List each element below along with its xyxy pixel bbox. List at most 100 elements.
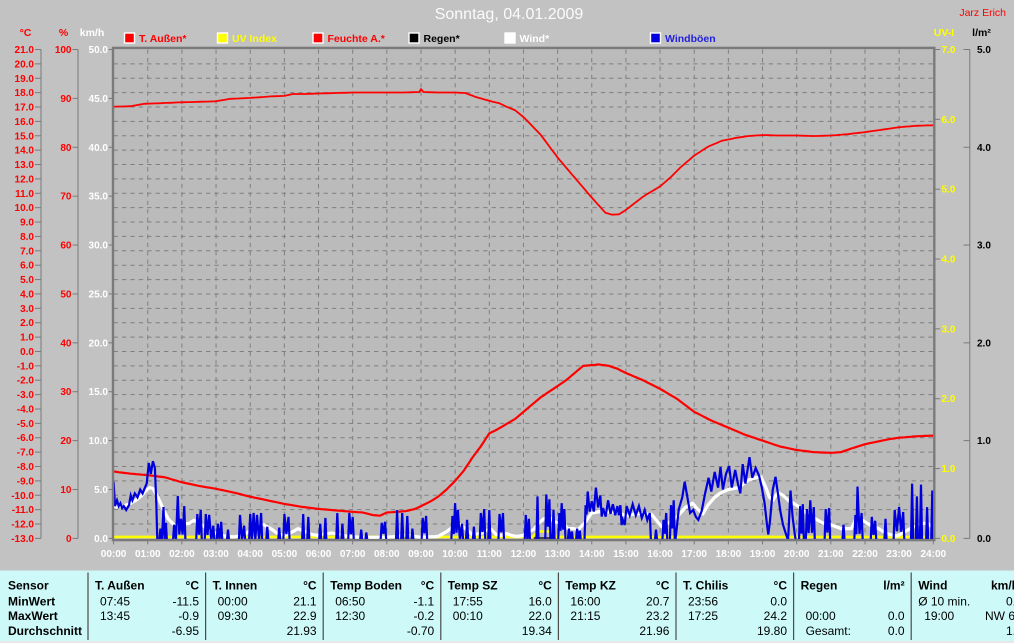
svg-text:T. Chilis: T. Chilis bbox=[683, 579, 729, 593]
svg-text:03:00: 03:00 bbox=[203, 549, 229, 560]
svg-text:5.0: 5.0 bbox=[942, 185, 956, 196]
svg-text:Temp KZ: Temp KZ bbox=[565, 579, 615, 593]
svg-text:2.0: 2.0 bbox=[20, 318, 34, 329]
svg-text:4.0: 4.0 bbox=[20, 289, 34, 300]
svg-text:20.7: 20.7 bbox=[646, 595, 670, 609]
svg-text:-11.5: -11.5 bbox=[173, 595, 200, 609]
svg-text:-0.2: -0.2 bbox=[414, 609, 435, 623]
svg-text:17:55: 17:55 bbox=[453, 595, 483, 609]
svg-text:Wind*: Wind* bbox=[520, 33, 551, 45]
svg-text:MaxWert: MaxWert bbox=[8, 609, 58, 623]
svg-text:6.0: 6.0 bbox=[942, 115, 956, 126]
svg-text:50.0: 50.0 bbox=[89, 45, 109, 56]
svg-text:1.0: 1.0 bbox=[942, 464, 956, 475]
svg-text:40: 40 bbox=[60, 338, 72, 349]
svg-text:-1.0: -1.0 bbox=[17, 361, 35, 372]
svg-text:16:00: 16:00 bbox=[647, 549, 673, 560]
svg-text:T. Außen*: T. Außen* bbox=[139, 33, 187, 45]
svg-text:°C: °C bbox=[20, 27, 32, 39]
svg-text:0.0: 0.0 bbox=[888, 624, 905, 638]
svg-text:17:25: 17:25 bbox=[688, 609, 718, 623]
svg-text:13.0: 13.0 bbox=[15, 160, 35, 171]
svg-text:02:00: 02:00 bbox=[169, 549, 195, 560]
svg-text:16.0: 16.0 bbox=[528, 595, 552, 609]
svg-text:05:00: 05:00 bbox=[272, 549, 298, 560]
svg-text:00:10: 00:10 bbox=[453, 609, 483, 623]
svg-text:15.0: 15.0 bbox=[89, 387, 109, 398]
svg-text:23:56: 23:56 bbox=[688, 595, 718, 609]
svg-text:17:00: 17:00 bbox=[681, 549, 707, 560]
svg-text:35.0: 35.0 bbox=[89, 192, 109, 203]
svg-text:19:00: 19:00 bbox=[924, 609, 954, 623]
svg-text:6.0: 6.0 bbox=[20, 261, 34, 272]
svg-text:19.0: 19.0 bbox=[15, 74, 35, 85]
svg-text:5.0: 5.0 bbox=[94, 485, 108, 496]
svg-text:22.0: 22.0 bbox=[528, 609, 552, 623]
svg-text:-13.0: -13.0 bbox=[11, 534, 34, 545]
svg-text:3.0: 3.0 bbox=[20, 304, 34, 315]
svg-text:Temp Boden: Temp Boden bbox=[330, 579, 402, 593]
svg-text:23:00: 23:00 bbox=[886, 549, 912, 560]
svg-text:09:00: 09:00 bbox=[408, 549, 434, 560]
svg-text:30.0: 30.0 bbox=[89, 241, 109, 252]
svg-text:06:50: 06:50 bbox=[335, 595, 365, 609]
svg-text:Feuchte A.*: Feuchte A.* bbox=[328, 33, 386, 45]
svg-text:3.0: 3.0 bbox=[942, 324, 956, 335]
svg-text:l/m²: l/m² bbox=[972, 27, 991, 39]
svg-text:Windböen: Windböen bbox=[665, 33, 716, 45]
svg-text:16:00: 16:00 bbox=[570, 595, 600, 609]
svg-text:-5.0: -5.0 bbox=[17, 419, 35, 430]
svg-text:70: 70 bbox=[60, 192, 72, 203]
svg-text:T. Außen: T. Außen bbox=[95, 579, 145, 593]
svg-text:45.0: 45.0 bbox=[89, 94, 109, 105]
svg-text:11:00: 11:00 bbox=[477, 549, 502, 560]
svg-text:25.0: 25.0 bbox=[89, 289, 109, 300]
svg-text:18:00: 18:00 bbox=[716, 549, 742, 560]
svg-text:0: 0 bbox=[66, 534, 72, 545]
svg-text:UV Index: UV Index bbox=[232, 33, 277, 45]
svg-text:°C: °C bbox=[774, 579, 788, 593]
svg-text:-11.0: -11.0 bbox=[12, 505, 35, 516]
svg-text:00:00: 00:00 bbox=[101, 549, 127, 560]
svg-text:°C: °C bbox=[421, 579, 435, 593]
svg-text:4.0: 4.0 bbox=[977, 143, 991, 154]
svg-text:-6.0: -6.0 bbox=[17, 433, 35, 444]
svg-text:T. Innen: T. Innen bbox=[213, 579, 258, 593]
svg-text:20.0: 20.0 bbox=[89, 338, 109, 349]
svg-text:Regen: Regen bbox=[801, 579, 838, 593]
svg-text:50: 50 bbox=[60, 289, 72, 300]
svg-text:-7.0: -7.0 bbox=[17, 448, 35, 459]
svg-text:20: 20 bbox=[60, 436, 72, 447]
svg-text:MinWert: MinWert bbox=[8, 595, 55, 609]
svg-text:0.0: 0.0 bbox=[942, 534, 956, 545]
svg-text:01:00: 01:00 bbox=[135, 549, 161, 560]
svg-text:18.0: 18.0 bbox=[15, 88, 35, 99]
svg-text:12:00: 12:00 bbox=[511, 549, 537, 560]
svg-text:09:30: 09:30 bbox=[218, 609, 248, 623]
svg-text:Sonntag, 04.01.2009: Sonntag, 04.01.2009 bbox=[435, 6, 584, 23]
svg-text:%: % bbox=[59, 27, 69, 39]
svg-text:11.0: 11.0 bbox=[15, 189, 34, 200]
svg-text:-12.0: -12.0 bbox=[11, 520, 34, 531]
svg-text:Ø 10 min.: Ø 10 min. bbox=[918, 595, 970, 609]
svg-text:24:00: 24:00 bbox=[921, 549, 947, 560]
svg-text:-9.0: -9.0 bbox=[17, 476, 35, 487]
svg-text:04:00: 04:00 bbox=[237, 549, 263, 560]
svg-text:20.0: 20.0 bbox=[15, 59, 35, 70]
svg-text:0.0: 0.0 bbox=[20, 347, 34, 358]
svg-text:7.0: 7.0 bbox=[942, 45, 956, 56]
svg-text:00:00: 00:00 bbox=[806, 609, 836, 623]
svg-text:0.0: 0.0 bbox=[977, 534, 991, 545]
svg-text:-6.95: -6.95 bbox=[172, 624, 200, 638]
svg-text:-3.0: -3.0 bbox=[17, 390, 35, 401]
svg-text:13:00: 13:00 bbox=[545, 549, 571, 560]
svg-text:30: 30 bbox=[60, 387, 72, 398]
svg-text:-10.0: -10.0 bbox=[11, 491, 34, 502]
svg-text:22:00: 22:00 bbox=[852, 549, 878, 560]
svg-text:5.0: 5.0 bbox=[977, 45, 991, 56]
svg-text:km/h: km/h bbox=[80, 27, 105, 39]
svg-text:16.0: 16.0 bbox=[15, 117, 35, 128]
svg-text:19.34: 19.34 bbox=[522, 624, 552, 638]
svg-text:19.80: 19.80 bbox=[757, 624, 787, 638]
svg-text:1.0: 1.0 bbox=[977, 436, 991, 447]
